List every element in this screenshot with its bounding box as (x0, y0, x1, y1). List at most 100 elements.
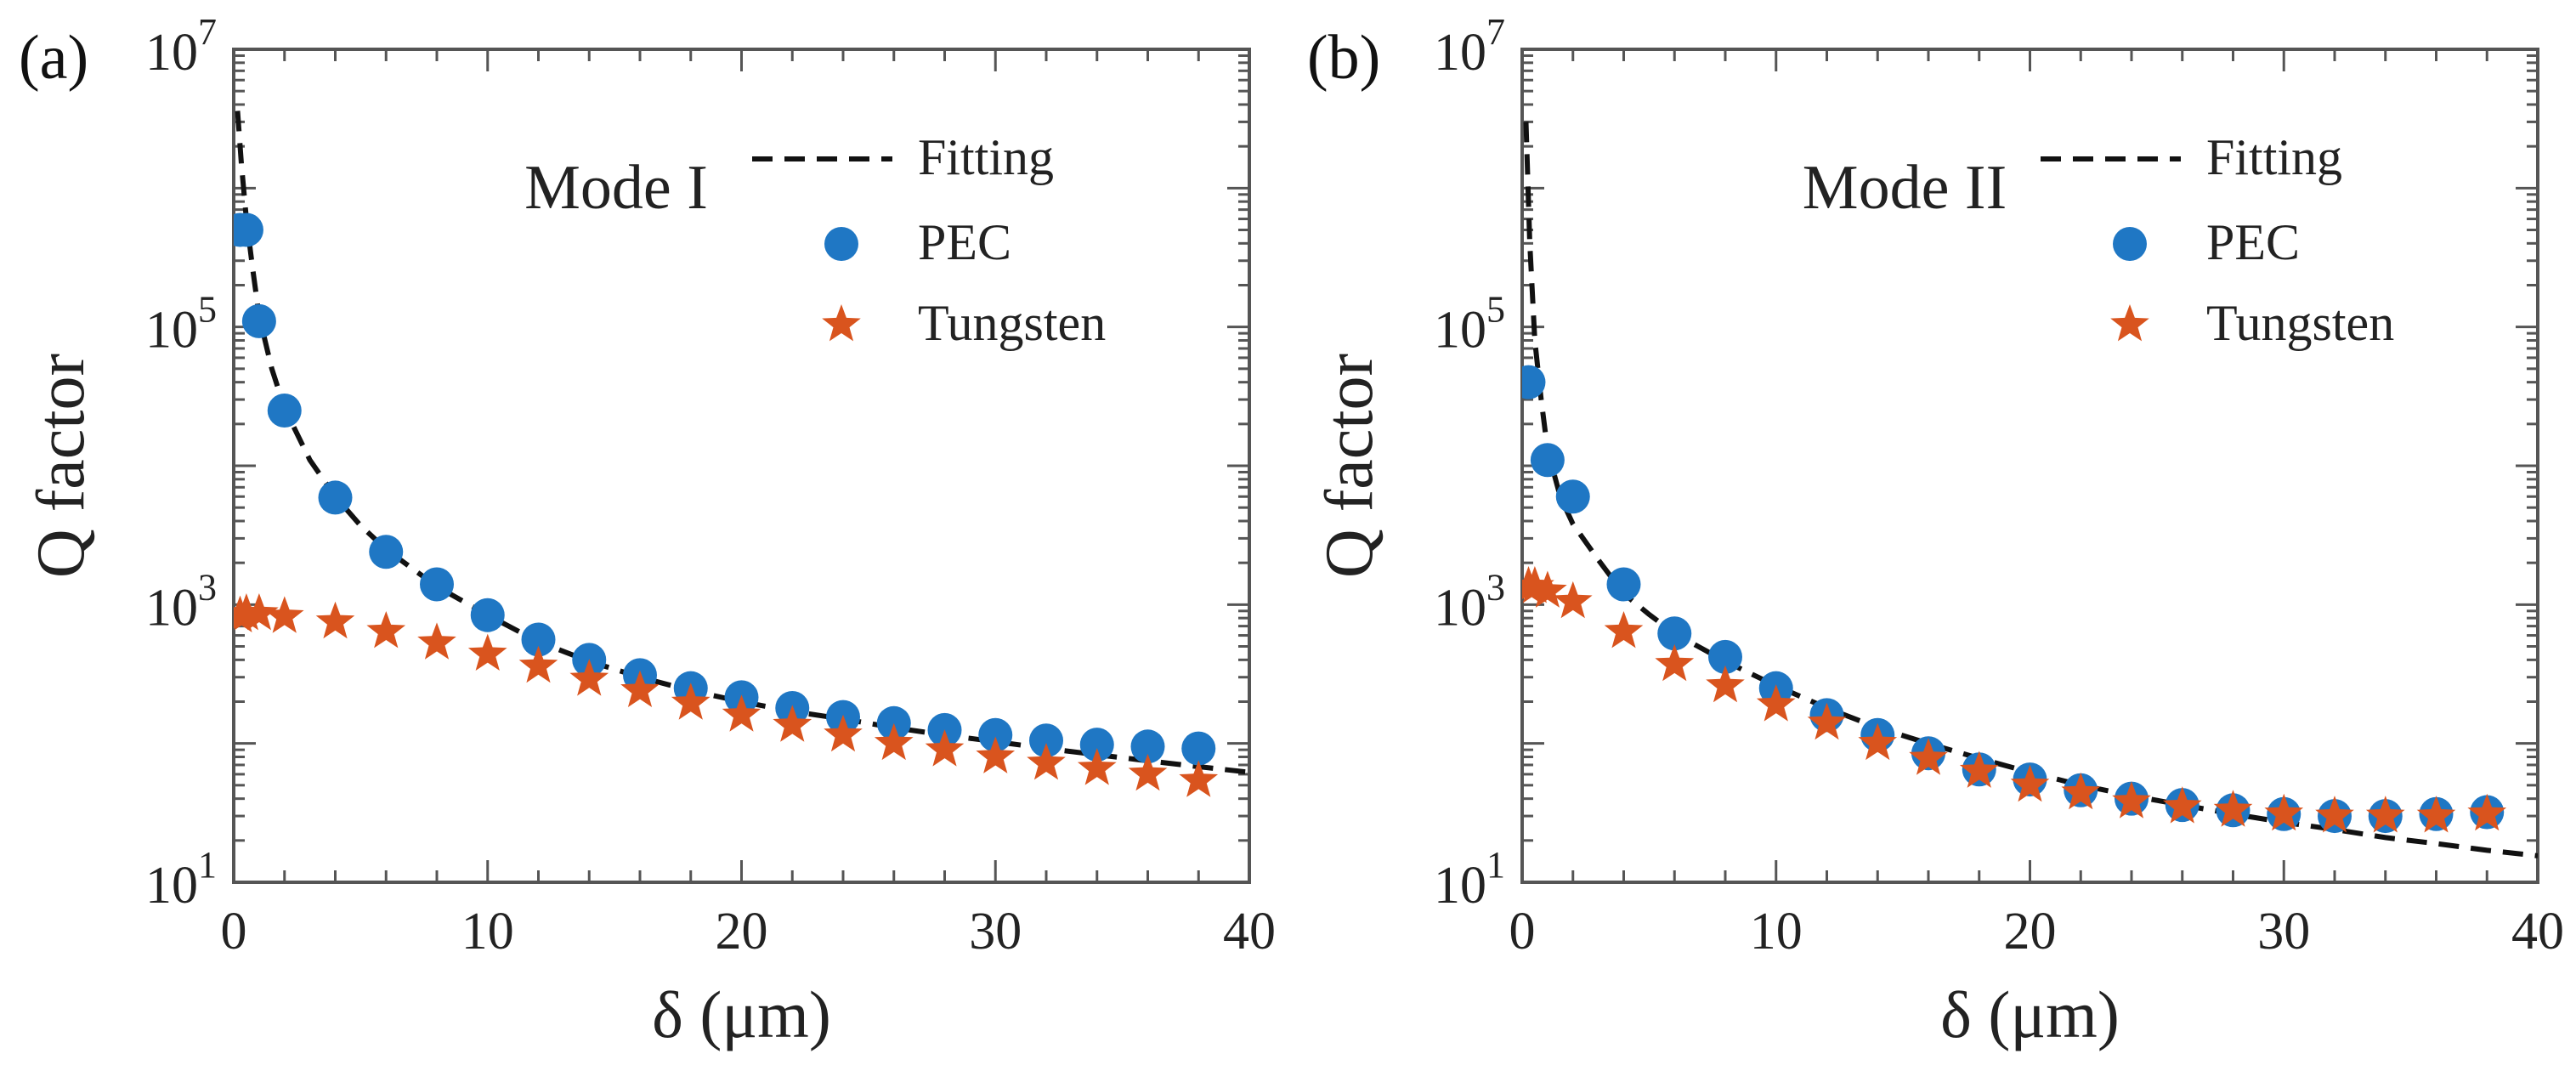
legend-label-fitting: Fitting (2206, 129, 2342, 185)
pec-point (1530, 443, 1565, 478)
tungsten-point (1604, 611, 1644, 649)
x-tick-label: 30 (969, 903, 1022, 960)
tungsten-point (1077, 748, 1117, 785)
tungsten-point (2365, 796, 2405, 833)
legend-tungsten-swatch (2110, 304, 2149, 342)
x-tick-label: 20 (2004, 903, 2057, 960)
legend-tungsten-swatch (822, 304, 861, 342)
plot-area (1522, 122, 2538, 858)
legend-label-pec: PEC (2206, 214, 2300, 270)
x-tick-label: 10 (461, 903, 514, 960)
pec-point (1606, 567, 1641, 602)
y-tick-label: 105 (145, 289, 217, 360)
x-tick-label: 10 (1750, 903, 1803, 960)
panel-a: (a) 0 10 20 30 40 101 103 105 107 δ (μm) Q factor Mo… (19, 11, 1276, 1051)
panel-label: (a) (19, 23, 88, 93)
tungsten-point (1528, 570, 1567, 608)
tungsten-point (722, 694, 761, 732)
panel-label: (b) (1307, 23, 1380, 93)
tungsten-point (315, 601, 355, 639)
pec-point (1657, 616, 1692, 651)
tungsten-point (2315, 796, 2354, 833)
mode-annotation: Mode I (524, 153, 708, 223)
y-tick-label: 101 (145, 844, 217, 915)
x-tick-label: 40 (2511, 903, 2564, 960)
tungsten-point (1128, 753, 1168, 791)
tungsten-point (671, 683, 711, 720)
pec-point (470, 598, 505, 632)
pec-point (1079, 728, 1114, 762)
pec-point (876, 705, 911, 740)
tungsten-point (1909, 738, 1948, 775)
tungsten-point (2010, 764, 2050, 802)
legend-label-tungsten: Tungsten (918, 295, 1106, 351)
tungsten-point (1706, 665, 1745, 703)
tungsten-point (2162, 786, 2202, 824)
pec-point (369, 535, 404, 569)
tungsten-point (620, 670, 660, 707)
legend-label-fitting: Fitting (918, 129, 1054, 185)
y-tick-label: 103 (1434, 566, 1505, 637)
tungsten-point (417, 622, 456, 660)
tungsten-point (1179, 760, 1219, 797)
tungsten-point (1655, 643, 1695, 682)
tungsten-point (518, 645, 558, 683)
pec-point (1708, 639, 1742, 674)
x-tick-label: 40 (1223, 903, 1276, 960)
tungsten-point (1553, 581, 1593, 619)
pec-point (234, 212, 263, 247)
tungsten-point (1858, 722, 1898, 761)
panel-b: (b) 0 10 20 30 40 101 103 105 107 δ (μm) Q factor Mo… (1288, 0, 2576, 1065)
tungsten-point (569, 659, 609, 696)
x-tick-label: 30 (2257, 903, 2310, 960)
pec-point (1555, 479, 1590, 514)
legend-label-tungsten: Tungsten (2206, 295, 2394, 351)
pec-point (1522, 365, 1546, 399)
mode-annotation: Mode II (1803, 153, 2007, 223)
x-axis-title: δ (μm) (652, 977, 831, 1051)
y-tick-label: 107 (1434, 11, 1505, 82)
y-tick-label: 101 (1434, 844, 1505, 915)
tungsten-point (240, 593, 279, 631)
y-tick-label: 107 (145, 11, 217, 82)
fitting-curve (1523, 122, 2538, 858)
tungsten-point (1027, 743, 1066, 780)
pec-point (318, 480, 353, 515)
y-tick-label: 103 (145, 566, 217, 637)
tungsten-point (2264, 793, 2304, 831)
tungsten-point (2112, 781, 2151, 819)
pec-point (420, 567, 454, 602)
tungsten-point (1807, 702, 1847, 740)
legend-pec-swatch (2113, 227, 2147, 261)
x-axis-title: δ (μm) (1940, 977, 2120, 1051)
tungsten-point (2467, 793, 2507, 831)
x-tick-label: 20 (716, 903, 768, 960)
tungsten-point (264, 596, 304, 633)
fitting-curve (235, 110, 1249, 775)
x-tick-label: 0 (221, 903, 247, 960)
legend-label-pec: PEC (918, 214, 1011, 270)
y-axis-title: Q factor (1312, 354, 1387, 578)
pec-point (267, 394, 302, 428)
y-tick-label: 105 (1434, 289, 1505, 360)
pec-point (1029, 723, 1063, 758)
tungsten-point (874, 722, 914, 761)
tungsten-point (2213, 790, 2253, 827)
pec-point (521, 622, 556, 657)
chart-svg: (b) 0 10 20 30 40 101 103 105 107 δ (μm) Q factor Mo… (1307, 11, 2564, 1051)
pec-point (1181, 731, 1216, 766)
tungsten-point (1959, 751, 1999, 788)
tungsten-point (976, 736, 1016, 773)
tungsten-point (467, 633, 507, 671)
pec-point (1130, 729, 1165, 764)
legend-pec-swatch (824, 227, 858, 261)
tungsten-point (2061, 772, 2101, 810)
chart-svg: (a) 0 10 20 30 40 101 103 105 107 δ (μm) Q factor Mo… (19, 11, 1276, 1051)
plot-frame (1520, 48, 2539, 884)
pec-point (978, 717, 1013, 752)
x-tick-label: 0 (1509, 903, 1536, 960)
tungsten-point (2416, 796, 2456, 833)
plot-area (234, 110, 1249, 797)
tungsten-point (366, 611, 406, 649)
tungsten-point (824, 714, 863, 752)
